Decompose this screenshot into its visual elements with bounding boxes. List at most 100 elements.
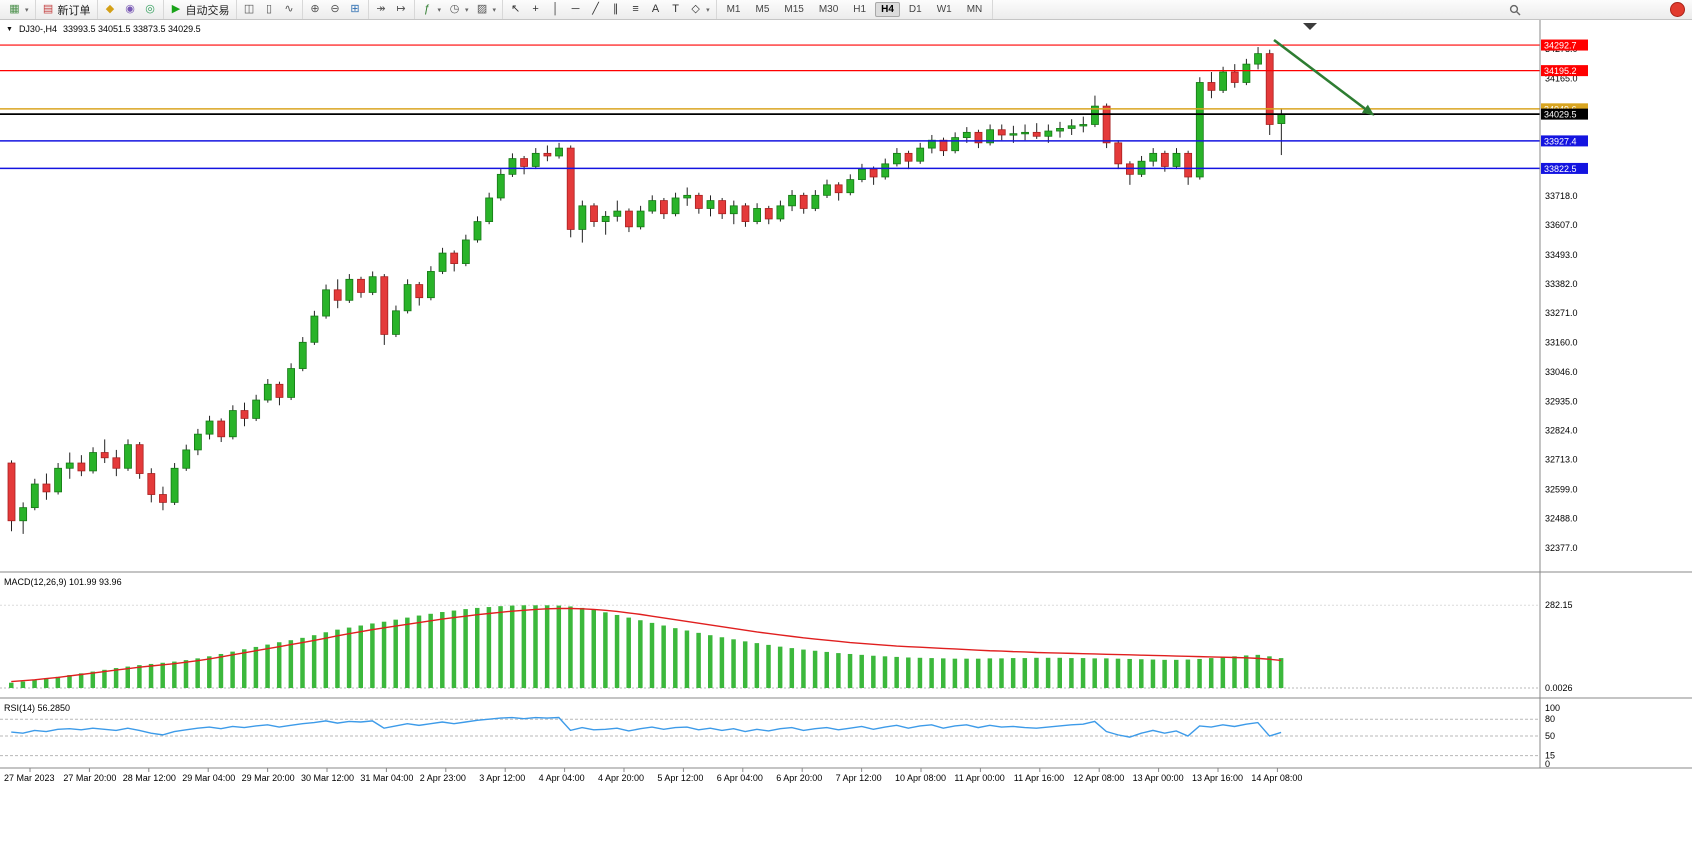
timeframe-d1-button[interactable]: D1: [903, 2, 928, 17]
time-axis-label: 14 Apr 08:00: [1251, 773, 1302, 783]
group-zoom: ⊕ ⊖ ⊞: [303, 0, 369, 19]
macd-histogram-bar: [1010, 658, 1016, 688]
rsi-line: [11, 716, 1282, 738]
macd-histogram-bar: [1069, 658, 1074, 688]
vertical-line-button[interactable]: │: [546, 3, 565, 16]
macd-histogram-bar: [579, 607, 585, 688]
rsi-axis-label: 50: [1545, 731, 1555, 741]
profiles-button[interactable]: ◉: [121, 3, 140, 16]
timeframe-w1-button[interactable]: W1: [931, 2, 958, 17]
timeframe-m15-button[interactable]: M15: [778, 2, 809, 17]
macd-histogram-bar: [265, 644, 270, 688]
search-button[interactable]: [1506, 3, 1524, 17]
chart-shift-button[interactable]: ↦: [392, 3, 411, 16]
candle-up: [683, 194, 692, 199]
price-axis[interactable]: 34278.034165.033718.033607.033493.033382…: [1541, 39, 1588, 553]
macd-histogram-bar: [719, 637, 725, 688]
cursor-button[interactable]: ↖: [506, 3, 525, 16]
macd-histogram-bar: [125, 666, 130, 688]
candle-up: [322, 289, 330, 317]
time-axis-label: 11 Apr 00:00: [954, 773, 1004, 783]
candle-down: [1207, 82, 1216, 91]
horizontal-line-button[interactable]: ─: [566, 3, 585, 16]
channel-button[interactable]: ∥: [606, 3, 625, 16]
chart-window[interactable]: ▼ DJ30-,H4 33993.5 34051.5 33873.5 34029…: [0, 20, 1692, 847]
auto-scroll-button[interactable]: ↠: [372, 3, 391, 16]
candle-up: [1091, 105, 1099, 125]
time-axis[interactable]: 27 Mar 2023 27 Mar 20:00 28 Mar 12:00 29 Ma…: [4, 768, 1302, 783]
timeframe-h4-button[interactable]: H4: [875, 2, 900, 17]
time-axis-label: 3 Apr 12:00: [479, 773, 525, 783]
macd-histogram-bar: [218, 653, 224, 688]
macd-histogram-bar: [148, 663, 154, 688]
chart-shift-marker-icon[interactable]: [1303, 23, 1317, 30]
price-tag-label: 34292.7: [1544, 41, 1577, 51]
macd-histogram-bar: [847, 653, 853, 688]
fibonacci-button[interactable]: ≡: [626, 3, 645, 16]
macd-histogram-bar: [32, 680, 37, 688]
chart-menu-icon[interactable]: ▼: [6, 25, 13, 33]
candle-up: [426, 271, 435, 299]
indicators-button[interactable]: ƒ ▾: [418, 3, 445, 16]
candle-up: [986, 129, 994, 144]
price-tag-label: 34029.5: [1544, 110, 1577, 120]
macd-histogram-bar: [673, 628, 678, 688]
group-autotrading: ▶ 自动交易: [164, 0, 237, 19]
label-button[interactable]: T: [666, 3, 685, 16]
price-axis-label: 33493.0: [1545, 250, 1578, 260]
crosshair-button[interactable]: +: [526, 3, 545, 16]
time-axis-label: 30 Mar 12:00: [301, 773, 354, 783]
candles-button[interactable]: ▯: [260, 3, 279, 16]
candle-up: [1021, 131, 1029, 135]
macd-histogram-bar: [812, 650, 818, 688]
new-chart-button[interactable]: ▦ ▾: [5, 3, 32, 16]
macd-histogram-bar: [568, 606, 573, 688]
timeframe-h1-button[interactable]: H1: [847, 2, 872, 17]
candle-down: [159, 494, 167, 503]
price-axis-label: 32488.0: [1545, 514, 1578, 524]
time-axis-label: 6 Apr 20:00: [776, 773, 822, 783]
timeframe-mn-button[interactable]: MN: [961, 2, 989, 17]
line-chart-button[interactable]: ∿: [280, 3, 299, 16]
trendline-button[interactable]: ╱: [586, 3, 605, 16]
text-button[interactable]: A: [646, 3, 665, 16]
market-button[interactable]: ◎: [141, 3, 160, 16]
main-chart-plot[interactable]: [0, 38, 1540, 534]
zoom-in-button[interactable]: ⊕: [306, 3, 325, 16]
notification-badge-icon[interactable]: [1670, 2, 1685, 17]
timeframe-m5-button[interactable]: M5: [749, 2, 775, 17]
price-axis-label: 34165.0: [1545, 74, 1578, 84]
time-axis-label: 4 Apr 20:00: [598, 773, 644, 783]
periods-button[interactable]: ◷ ▾: [445, 3, 472, 16]
price-axis-label: 33160.0: [1545, 337, 1578, 347]
autotrading-button-label: 自动交易: [185, 4, 230, 17]
timeframe-m30-button[interactable]: M30: [813, 2, 844, 17]
templates-button[interactable]: ▨ ▾: [473, 3, 500, 16]
candle-up: [1219, 71, 1227, 91]
chart-canvas[interactable]: 34278.034165.033718.033607.033493.033382…: [0, 20, 1692, 847]
candle-up: [193, 433, 202, 451]
macd-panel[interactable]: MACD(12,26,9) 101.99 93.96 282.15 0.0026: [0, 577, 1573, 693]
bars-button[interactable]: ◫: [240, 3, 259, 16]
tile-windows-button[interactable]: ⊞: [346, 3, 365, 16]
candle-up: [648, 200, 657, 212]
metaeditor-button[interactable]: ◆: [101, 3, 120, 16]
macd-histogram-bar: [754, 643, 760, 688]
price-tag: [1541, 65, 1588, 77]
zoom-out-button[interactable]: ⊖: [326, 3, 345, 16]
new-order-button[interactable]: ▤ 新订单: [39, 1, 94, 19]
price-axis-label: 33718.0: [1545, 191, 1578, 201]
macd-histogram-bar: [1139, 659, 1144, 688]
cursor-arrow-icon: ↖: [510, 3, 521, 15]
price-axis-label: 33382.0: [1545, 279, 1578, 289]
macd-histogram-bar: [78, 673, 84, 688]
trend-arrow-object[interactable]: [1273, 38, 1375, 116]
autotrading-button[interactable]: ▶ 自动交易: [167, 1, 233, 19]
macd-histogram-bar: [405, 617, 410, 688]
candle-up: [124, 444, 132, 469]
shapes-button[interactable]: ◇ ▾: [686, 3, 713, 16]
timeframe-m1-button[interactable]: M1: [721, 2, 747, 17]
auto-scroll-icon: ↠: [376, 3, 386, 15]
candle-down: [380, 276, 389, 335]
